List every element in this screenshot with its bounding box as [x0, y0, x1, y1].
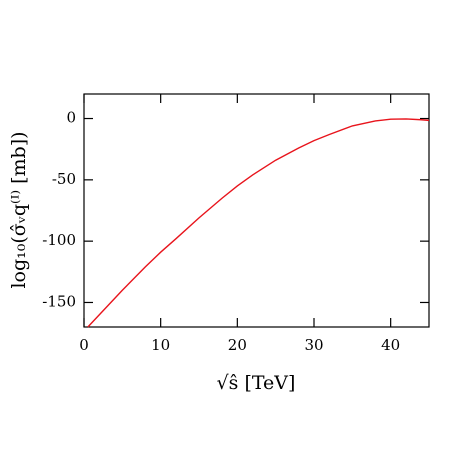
y-tick-label: 0 [66, 109, 76, 127]
x-tick-label: 30 [304, 336, 323, 354]
x-axis-label: √ŝ [TeV] [217, 372, 296, 394]
x-tick-label: 10 [151, 336, 170, 354]
data-line [87, 118, 430, 328]
y-axis-label: log₁₀(σ̂ᵥq⁽ᴵ⁾ [mb]) [8, 131, 30, 288]
plot-frame [83, 93, 430, 328]
y-tick-label: -50 [52, 170, 76, 188]
x-tick-label: 40 [381, 336, 400, 354]
y-tick-label: -100 [42, 231, 76, 249]
x-tick-label: 0 [79, 336, 89, 354]
x-tick-label: 20 [228, 336, 247, 354]
y-tick-label: -150 [42, 292, 76, 310]
